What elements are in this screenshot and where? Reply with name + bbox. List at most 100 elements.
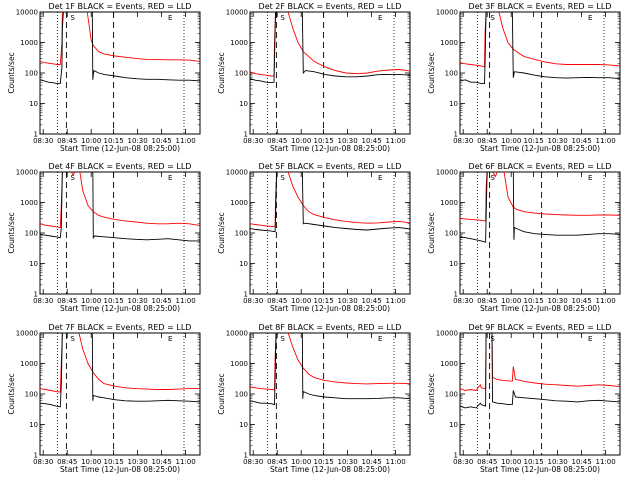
x-tick-label: 10:45 (362, 297, 382, 305)
marker-label-start: S (280, 174, 285, 182)
series-line-lld (40, 12, 200, 65)
plot-frame (459, 11, 621, 135)
x-axis-title: Start Time (12-Jun-08 08:25:00) (270, 144, 390, 153)
y-tick-label: 100 (235, 230, 248, 238)
x-tick-label: 11:00 (386, 458, 406, 466)
plot-frame (39, 171, 201, 295)
marker-label-start: S (70, 335, 75, 343)
x-tick-label: 08:45 (267, 458, 287, 466)
x-tick-label: 10:00 (291, 137, 311, 145)
series-line-lld (250, 172, 410, 228)
panel-5: 1 10 100 1000 10000 08:30 08:45 10:00 10:15 10:30… (217, 162, 411, 313)
x-tick-label: 08:45 (477, 297, 497, 305)
y-tick-label: 10000 (16, 169, 38, 177)
marker-label-end: E (588, 14, 592, 22)
panel-title: Det 9F BLACK = Events, RED = LLD (469, 323, 612, 332)
marker-label-end: E (588, 335, 592, 343)
y-tick-label: 10000 (226, 9, 248, 17)
x-axis-title: Start Time (12-Jun-08 08:25:00) (270, 304, 390, 313)
y-axis-title: Counts/sec (7, 212, 16, 253)
x-tick-label: 10:15 (104, 137, 124, 145)
y-tick-label: 10 (29, 421, 38, 429)
plot-frame (249, 171, 411, 295)
panel-title: Det 5F BLACK = Events, RED = LLD (259, 162, 402, 171)
x-tick-label: 10:30 (128, 458, 148, 466)
y-tick-label: 1 (454, 452, 458, 460)
y-axis-title: Counts/sec (7, 373, 16, 414)
x-tick-label: 08:30 (243, 458, 263, 466)
series-group (460, 172, 620, 243)
x-tick-label: 10:15 (524, 458, 544, 466)
y-tick-label: 1000 (20, 39, 38, 47)
y-tick-label: 1 (34, 131, 38, 139)
x-tick-label: 10:00 (81, 458, 101, 466)
x-tick-label: 10:30 (338, 297, 358, 305)
x-tick-label: 08:45 (477, 458, 497, 466)
marker-label-start: S (280, 14, 285, 22)
panel-title: Det 4F BLACK = Events, RED = LLD (49, 162, 192, 171)
y-tick-label: 10000 (226, 330, 248, 338)
series-group (460, 12, 620, 85)
y-tick-label: 10000 (16, 9, 38, 17)
x-tick-label: 08:30 (33, 137, 53, 145)
y-tick-label: 10 (449, 260, 458, 268)
x-tick-label: 08:30 (453, 458, 473, 466)
x-tick-label: 10:45 (572, 297, 592, 305)
x-axis-title: Start Time (12-Jun-08 08:25:00) (480, 144, 600, 153)
x-tick-label: 11:00 (386, 297, 406, 305)
x-tick-label: 10:00 (291, 458, 311, 466)
x-tick-label: 08:45 (267, 137, 287, 145)
series-line-events (40, 333, 200, 408)
y-tick-label: 10000 (16, 330, 38, 338)
x-tick-label: 08:45 (477, 137, 497, 145)
x-tick-label: 08:30 (243, 137, 263, 145)
series-line-lld (40, 172, 200, 229)
x-tick-label: 10:30 (128, 137, 148, 145)
series-group (250, 333, 410, 406)
panel-9: 1 10 100 1000 10000 08:30 08:45 10:00 10:15 10:30… (427, 323, 621, 474)
y-tick-label: 100 (235, 70, 248, 78)
panel-6: 1 10 100 1000 10000 08:30 08:45 10:00 10:15 10:30… (427, 162, 621, 313)
x-tick-label: 11:00 (386, 137, 406, 145)
y-tick-label: 100 (445, 230, 458, 238)
x-tick-label: 10:15 (314, 458, 334, 466)
plot-frame (39, 332, 201, 456)
panel-7: 1 10 100 1000 10000 08:30 08:45 10:00 10:15 10:30… (7, 323, 201, 474)
y-tick-label: 100 (445, 70, 458, 78)
y-tick-label: 1 (244, 452, 248, 460)
y-tick-label: 1000 (20, 199, 38, 207)
marker-label-end: E (378, 14, 382, 22)
y-tick-label: 1000 (230, 199, 248, 207)
x-tick-label: 10:45 (362, 137, 382, 145)
series-line-lld (460, 12, 620, 68)
series-line-events (40, 172, 200, 242)
x-tick-label: 11:00 (176, 458, 196, 466)
series-line-lld (460, 172, 620, 222)
x-tick-label: 10:30 (338, 458, 358, 466)
x-tick-label: 10:45 (152, 297, 172, 305)
x-tick-label: 10:30 (548, 458, 568, 466)
plot-frame (39, 11, 201, 135)
panel-title: Det 1F BLACK = Events, RED = LLD (49, 2, 192, 11)
y-axis-title: Counts/sec (427, 212, 436, 253)
x-tick-label: 08:45 (57, 458, 77, 466)
y-tick-label: 1 (454, 131, 458, 139)
x-tick-label: 10:30 (548, 297, 568, 305)
series-line-events (460, 333, 620, 409)
y-tick-label: 1000 (440, 39, 458, 47)
y-axis-title: Counts/sec (217, 212, 226, 253)
series-group (250, 172, 410, 233)
x-tick-label: 11:00 (596, 458, 616, 466)
y-tick-label: 10000 (436, 330, 458, 338)
y-tick-label: 100 (25, 391, 38, 399)
marker-label-end: E (168, 335, 172, 343)
y-tick-label: 100 (235, 391, 248, 399)
series-line-events (460, 12, 620, 85)
x-axis-title: Start Time (12-Jun-08 08:25:00) (270, 465, 390, 474)
x-tick-label: 10:45 (152, 137, 172, 145)
series-line-lld (460, 333, 620, 391)
y-tick-label: 10 (449, 100, 458, 108)
series-group (40, 12, 200, 85)
x-tick-label: 08:30 (33, 297, 53, 305)
